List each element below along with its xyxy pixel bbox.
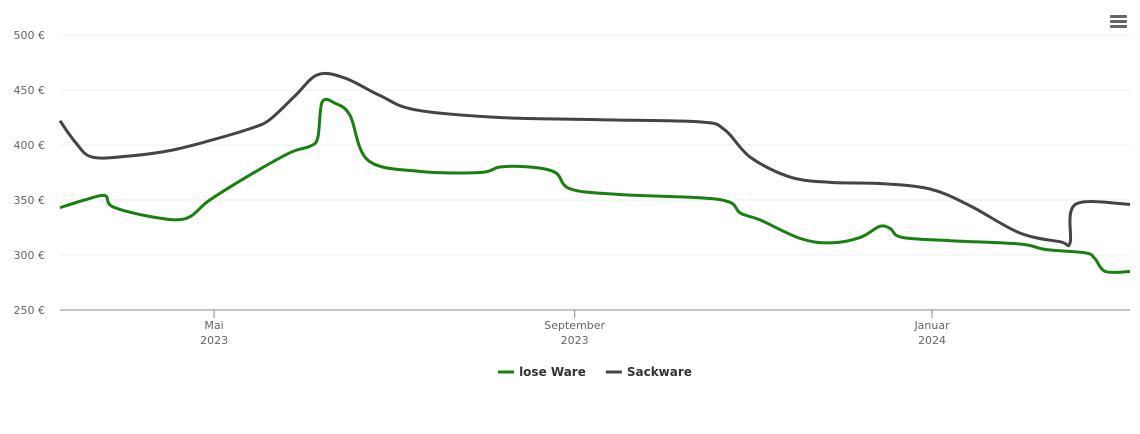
y-tick-label: 500 € [14,29,46,42]
y-tick-label: 300 € [14,249,46,262]
legend: lose Ware Sackware [498,365,692,379]
menu-button[interactable] [1108,12,1130,32]
menu-bar [1110,20,1127,23]
x-tick-label: Mai 2023 [200,319,228,347]
x-tick-label: Januar 2024 [913,319,950,347]
y-tick-label: 250 € [14,304,46,317]
y-tick-label: 450 € [14,84,46,97]
x-tick-label: September 2023 [544,319,605,347]
y-tick-label: 400 € [14,139,46,152]
menu-bar [1110,15,1127,18]
legend-item[interactable]: Sackware [605,365,692,379]
menu-bar [1110,25,1127,28]
legend-label: lose Ware [519,365,586,379]
series-line [59,97,1131,274]
legend-label: Sackware [627,365,692,379]
series-line [58,71,1131,248]
legend-item[interactable]: lose Ware [498,365,586,379]
y-tick-label: 350 € [14,194,46,207]
